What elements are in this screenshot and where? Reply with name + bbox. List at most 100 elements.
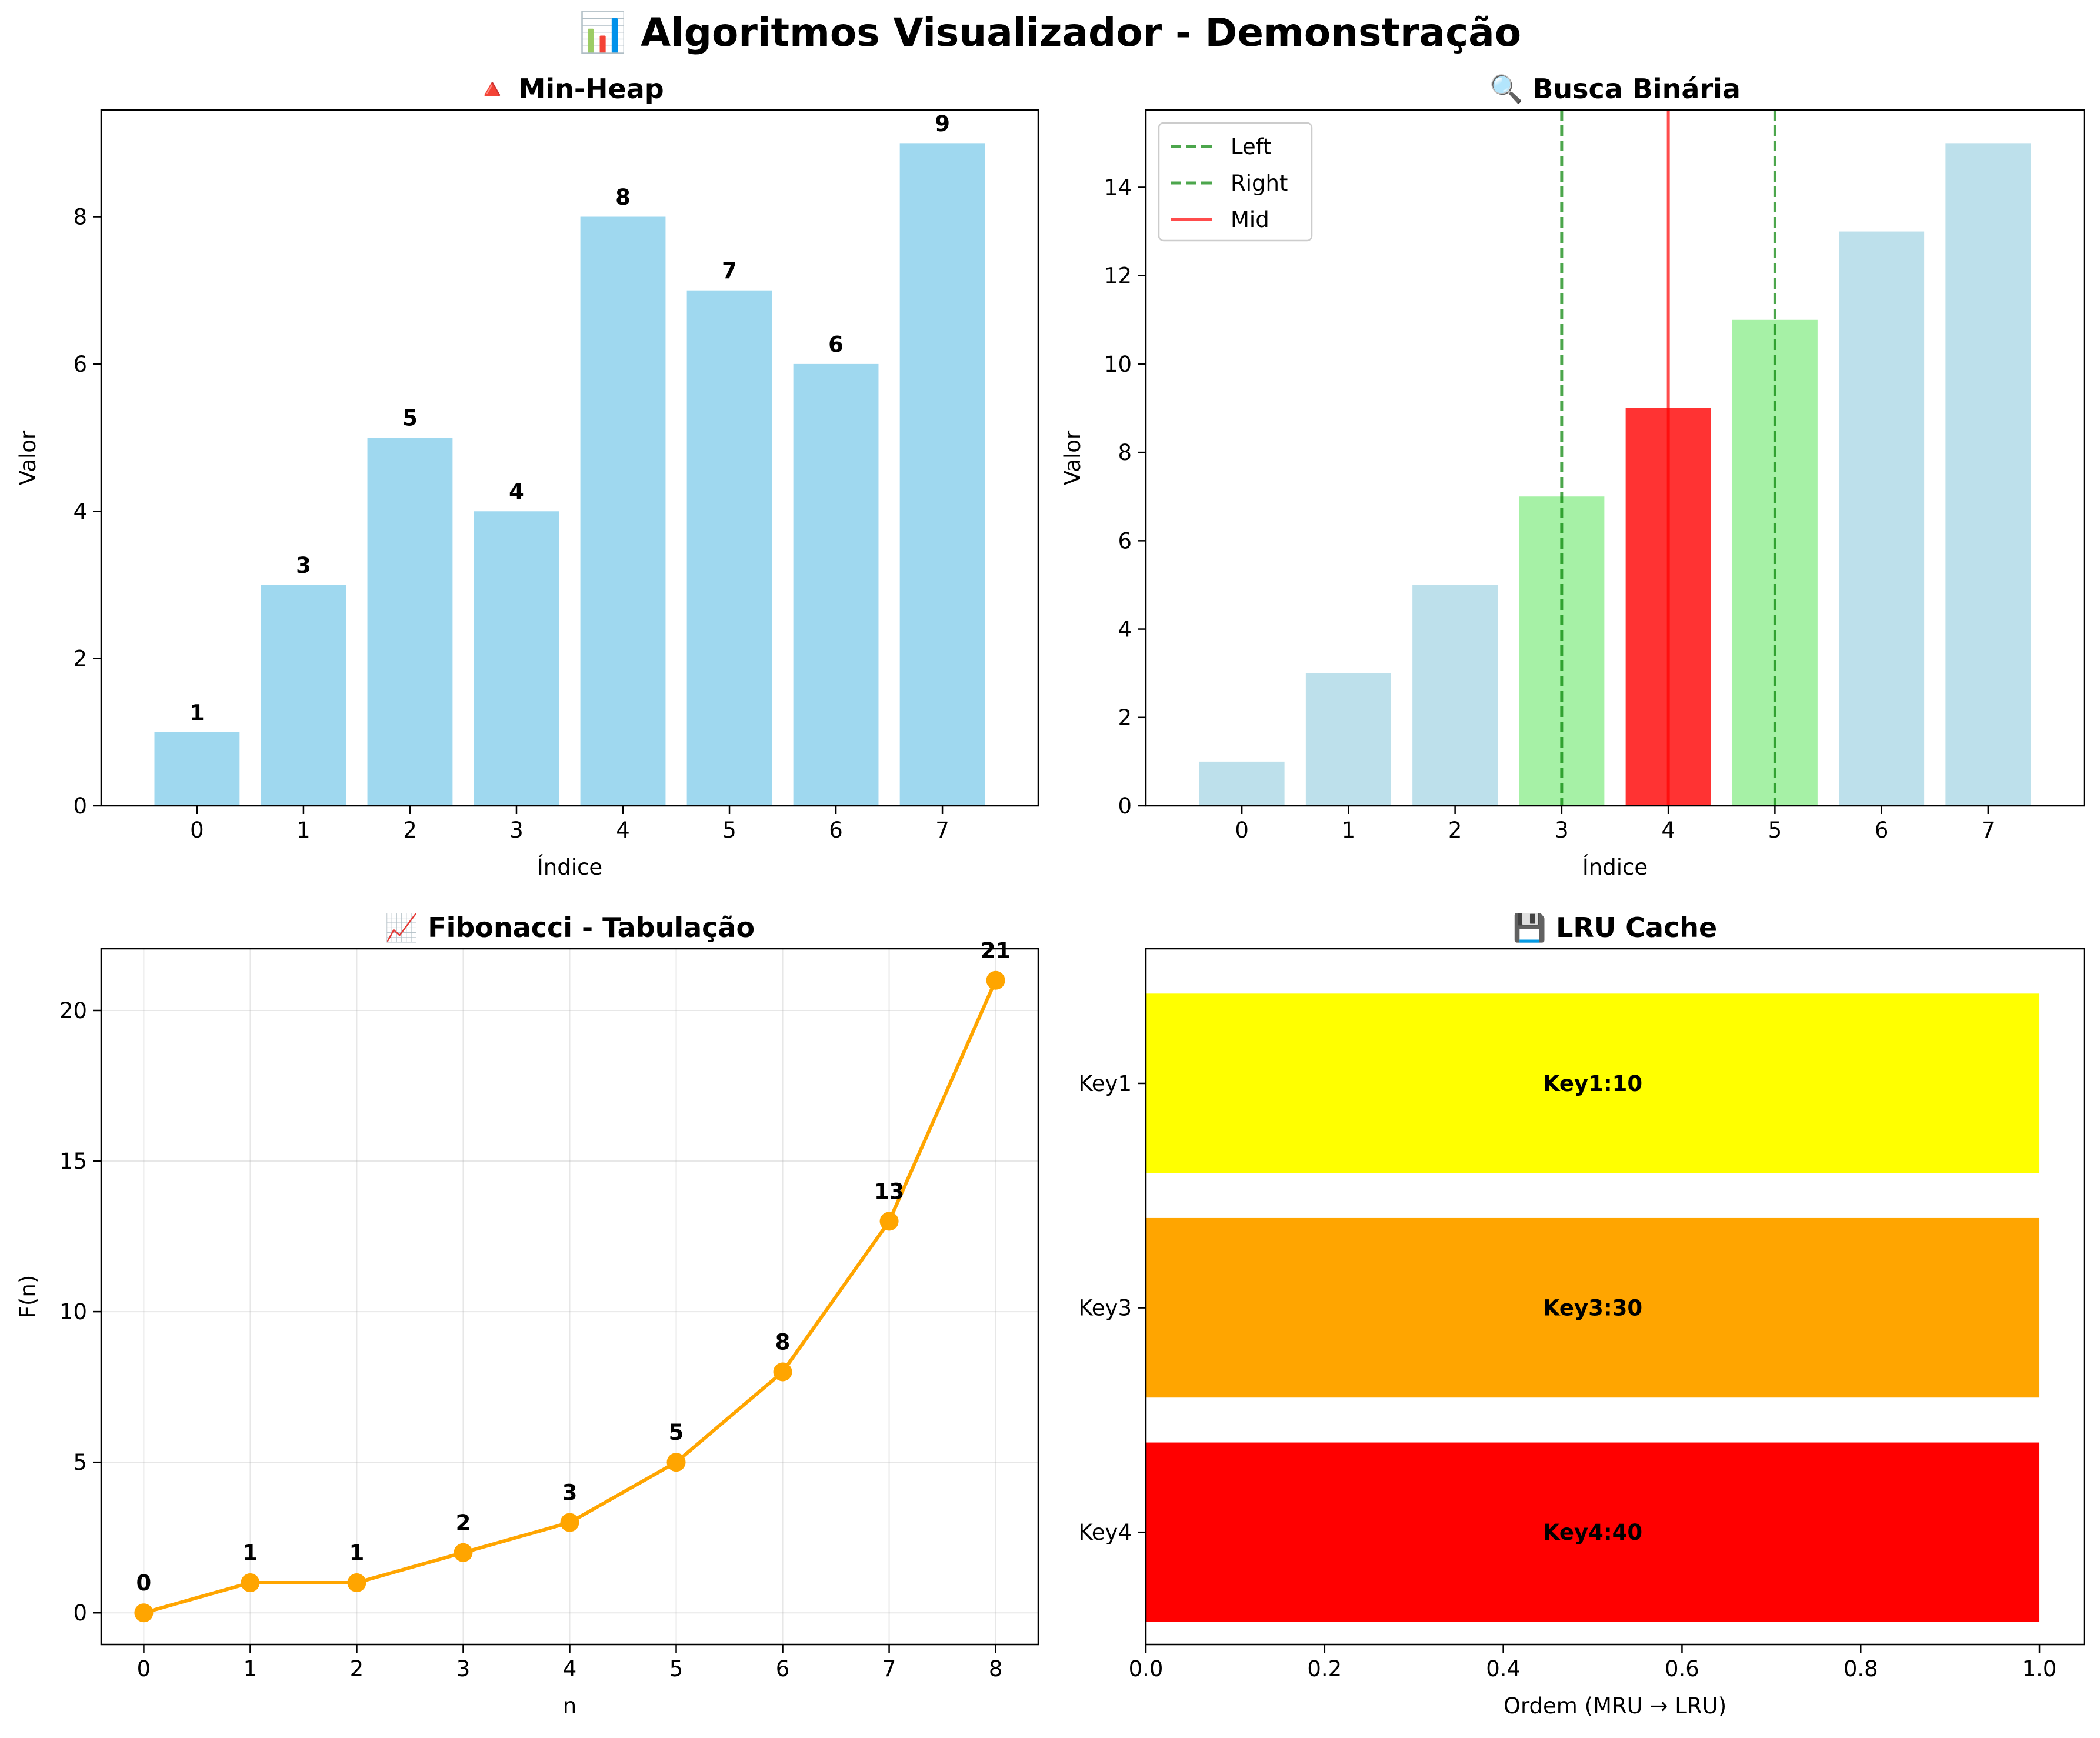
lru-cache-x-axis-label: Ordem (MRU → LRU)	[1504, 1693, 1726, 1719]
binary-search-x-axis-label: Índice	[1582, 854, 1648, 880]
fibonacci-x-tick-label: 1	[244, 1656, 258, 1682]
min-heap-data-label: 3	[296, 553, 311, 578]
fibonacci-point	[347, 1573, 366, 1593]
binary-search-legend	[1158, 122, 1313, 242]
fibonacci-point	[454, 1543, 473, 1562]
min-heap-x-axis-label: Índice	[537, 854, 602, 880]
fibonacci-x-tick-label: 3	[456, 1656, 471, 1682]
min-heap-x-tick-label: 3	[509, 818, 524, 843]
min-heap-x-tick-label: 7	[935, 818, 949, 843]
min-heap-data-label: 1	[189, 700, 205, 725]
lru-cache-x-tick-label: 0.4	[1486, 1656, 1521, 1682]
binary-search-y-tick-label: 8	[1118, 440, 1132, 465]
binary-search-legend-label: Right	[1231, 171, 1288, 196]
binary-search-bar	[1412, 585, 1498, 806]
min-heap-data-label: 9	[935, 111, 950, 136]
fibonacci-data-label: 21	[981, 938, 1011, 963]
min-heap-x-tick-label: 1	[296, 818, 311, 843]
binary-search-y-tick-label: 4	[1118, 617, 1132, 642]
lru-cache-frame	[1145, 948, 2085, 1646]
binary-search-title: 🔍 Busca Binária	[1489, 72, 1741, 105]
binary-search-x-tick-label: 5	[1768, 818, 1782, 843]
binary-search-chart: 🔍 Busca Binária Índice Valor 0 1 2 3 4 5 6 7 0 2 4…	[1060, 72, 2085, 880]
min-heap-data-label: 6	[828, 332, 844, 357]
binary-search-y-tick-label: 2	[1118, 705, 1132, 730]
min-heap-x-tick-label: 6	[829, 818, 843, 843]
fibonacci-data-label: 8	[775, 1330, 791, 1355]
lru-cache-data-label: Key1:10	[1543, 1071, 1642, 1096]
min-heap-data-label: 7	[722, 258, 737, 283]
binary-search-bar	[1305, 673, 1391, 806]
binary-search-x-tick-label: 1	[1342, 818, 1356, 843]
lru-cache-data-label: Key4:40	[1543, 1520, 1642, 1545]
binary-search-y-tick-label: 14	[1104, 175, 1132, 200]
binary-search-legend-label: Mid	[1231, 207, 1269, 232]
binary-search-y-tick-label: 10	[1104, 352, 1132, 377]
lru-cache-bar	[1146, 1442, 2040, 1622]
binary-search-y-tick-label: 12	[1104, 263, 1132, 289]
fibonacci-point	[879, 1212, 899, 1231]
fibonacci-point	[134, 1603, 154, 1623]
min-heap-y-tick-label: 8	[73, 205, 87, 230]
lru-cache-bar	[1146, 993, 2040, 1173]
min-heap-title: 🔺 Min-Heap	[475, 73, 664, 105]
fibonacci-x-tick-label: 6	[776, 1656, 790, 1682]
figure-title: 📊 Algoritmos Visualizador - Demonstração	[579, 10, 1521, 55]
lru-cache-x-tick-label: 0.0	[1129, 1656, 1164, 1682]
fibonacci-point	[666, 1453, 686, 1472]
fibonacci-data-label: 13	[874, 1179, 905, 1204]
fibonacci-point	[986, 970, 1005, 990]
fibonacci-y-tick-label: 0	[73, 1600, 87, 1626]
lru-cache-x-tick-label: 0.8	[1844, 1656, 1878, 1682]
binary-search-y-axis-label: Valor	[1060, 430, 1085, 485]
min-heap-x-tick-label: 2	[403, 818, 417, 843]
min-heap-y-axis-label: Valor	[15, 430, 41, 485]
lru-cache-x-tick-label: 0.2	[1307, 1656, 1342, 1682]
min-heap-bar	[154, 732, 240, 806]
fibonacci-data-label: 1	[349, 1540, 365, 1566]
fibonacci-y-axis-label: F(n)	[15, 1275, 41, 1319]
fibonacci-y-tick-label: 15	[59, 1149, 87, 1174]
fibonacci-x-tick-label: 7	[882, 1656, 896, 1682]
lru-cache-title: 💾 LRU Cache	[1513, 912, 1717, 943]
fibonacci-y-tick-label: 5	[73, 1450, 87, 1475]
lru-cache-x-tick-label: 0.6	[1665, 1656, 1699, 1682]
binary-search-x-tick-label: 4	[1661, 818, 1675, 843]
fibonacci-title: 📈 Fibonacci - Tabulação	[385, 912, 755, 943]
min-heap-frame	[100, 109, 1039, 807]
fibonacci-data-label: 3	[562, 1480, 578, 1506]
fibonacci-chart: 📈 Fibonacci - Tabulação n F(n) 01 1235813…	[15, 912, 1039, 1719]
min-heap-x-tick-label: 4	[616, 818, 630, 843]
binary-search-x-tick-label: 6	[1875, 818, 1889, 843]
min-heap-x-tick-label: 5	[722, 818, 736, 843]
min-heap-bar	[474, 511, 559, 806]
min-heap-chart: 🔺 Min-Heap Índice Valor 1 3 5 4 8 7 6 9 0 1 2 3 4 5 6 7…	[15, 73, 1039, 880]
lru-cache-x-tick-label: 1.0	[2022, 1656, 2057, 1682]
min-heap-data-label: 8	[615, 185, 631, 210]
fibonacci-x-tick-label: 0	[137, 1656, 151, 1682]
fibonacci-point	[241, 1573, 260, 1593]
min-heap-y-tick-label: 6	[73, 352, 87, 377]
min-heap-bar	[793, 363, 879, 806]
min-heap-data-label: 4	[509, 479, 524, 505]
binary-search-bar	[1199, 761, 1285, 806]
binary-search-y-tick-label: 6	[1118, 528, 1132, 553]
lru-cache-y-tick-label: Key3	[1078, 1296, 1132, 1321]
fibonacci-data-label: 0	[136, 1570, 152, 1596]
binary-search-x-tick-label: 7	[1981, 818, 1995, 843]
binary-search-y-tick-label: 0	[1118, 793, 1132, 819]
binary-search-frame	[1145, 109, 2085, 807]
lru-cache-y-tick-label: Key4	[1078, 1520, 1132, 1545]
min-heap-x-tick-label: 0	[190, 818, 204, 843]
fibonacci-data-label: 1	[243, 1540, 258, 1566]
binary-search-x-tick-label: 3	[1555, 818, 1569, 843]
binary-search-x-tick-label: 0	[1235, 818, 1249, 843]
binary-search-bar	[1945, 143, 2031, 806]
fibonacci-y-tick-label: 20	[59, 998, 87, 1023]
fibonacci-x-tick-label: 2	[350, 1656, 364, 1682]
lru-cache-chart: 💾 LRU Cache Ordem (MRU → LRU) Key1:10 Key…	[1078, 912, 2085, 1719]
fibonacci-x-tick-label: 4	[563, 1656, 577, 1682]
min-heap-y-tick-label: 0	[73, 793, 87, 819]
min-heap-y-tick-label: 2	[73, 646, 87, 672]
